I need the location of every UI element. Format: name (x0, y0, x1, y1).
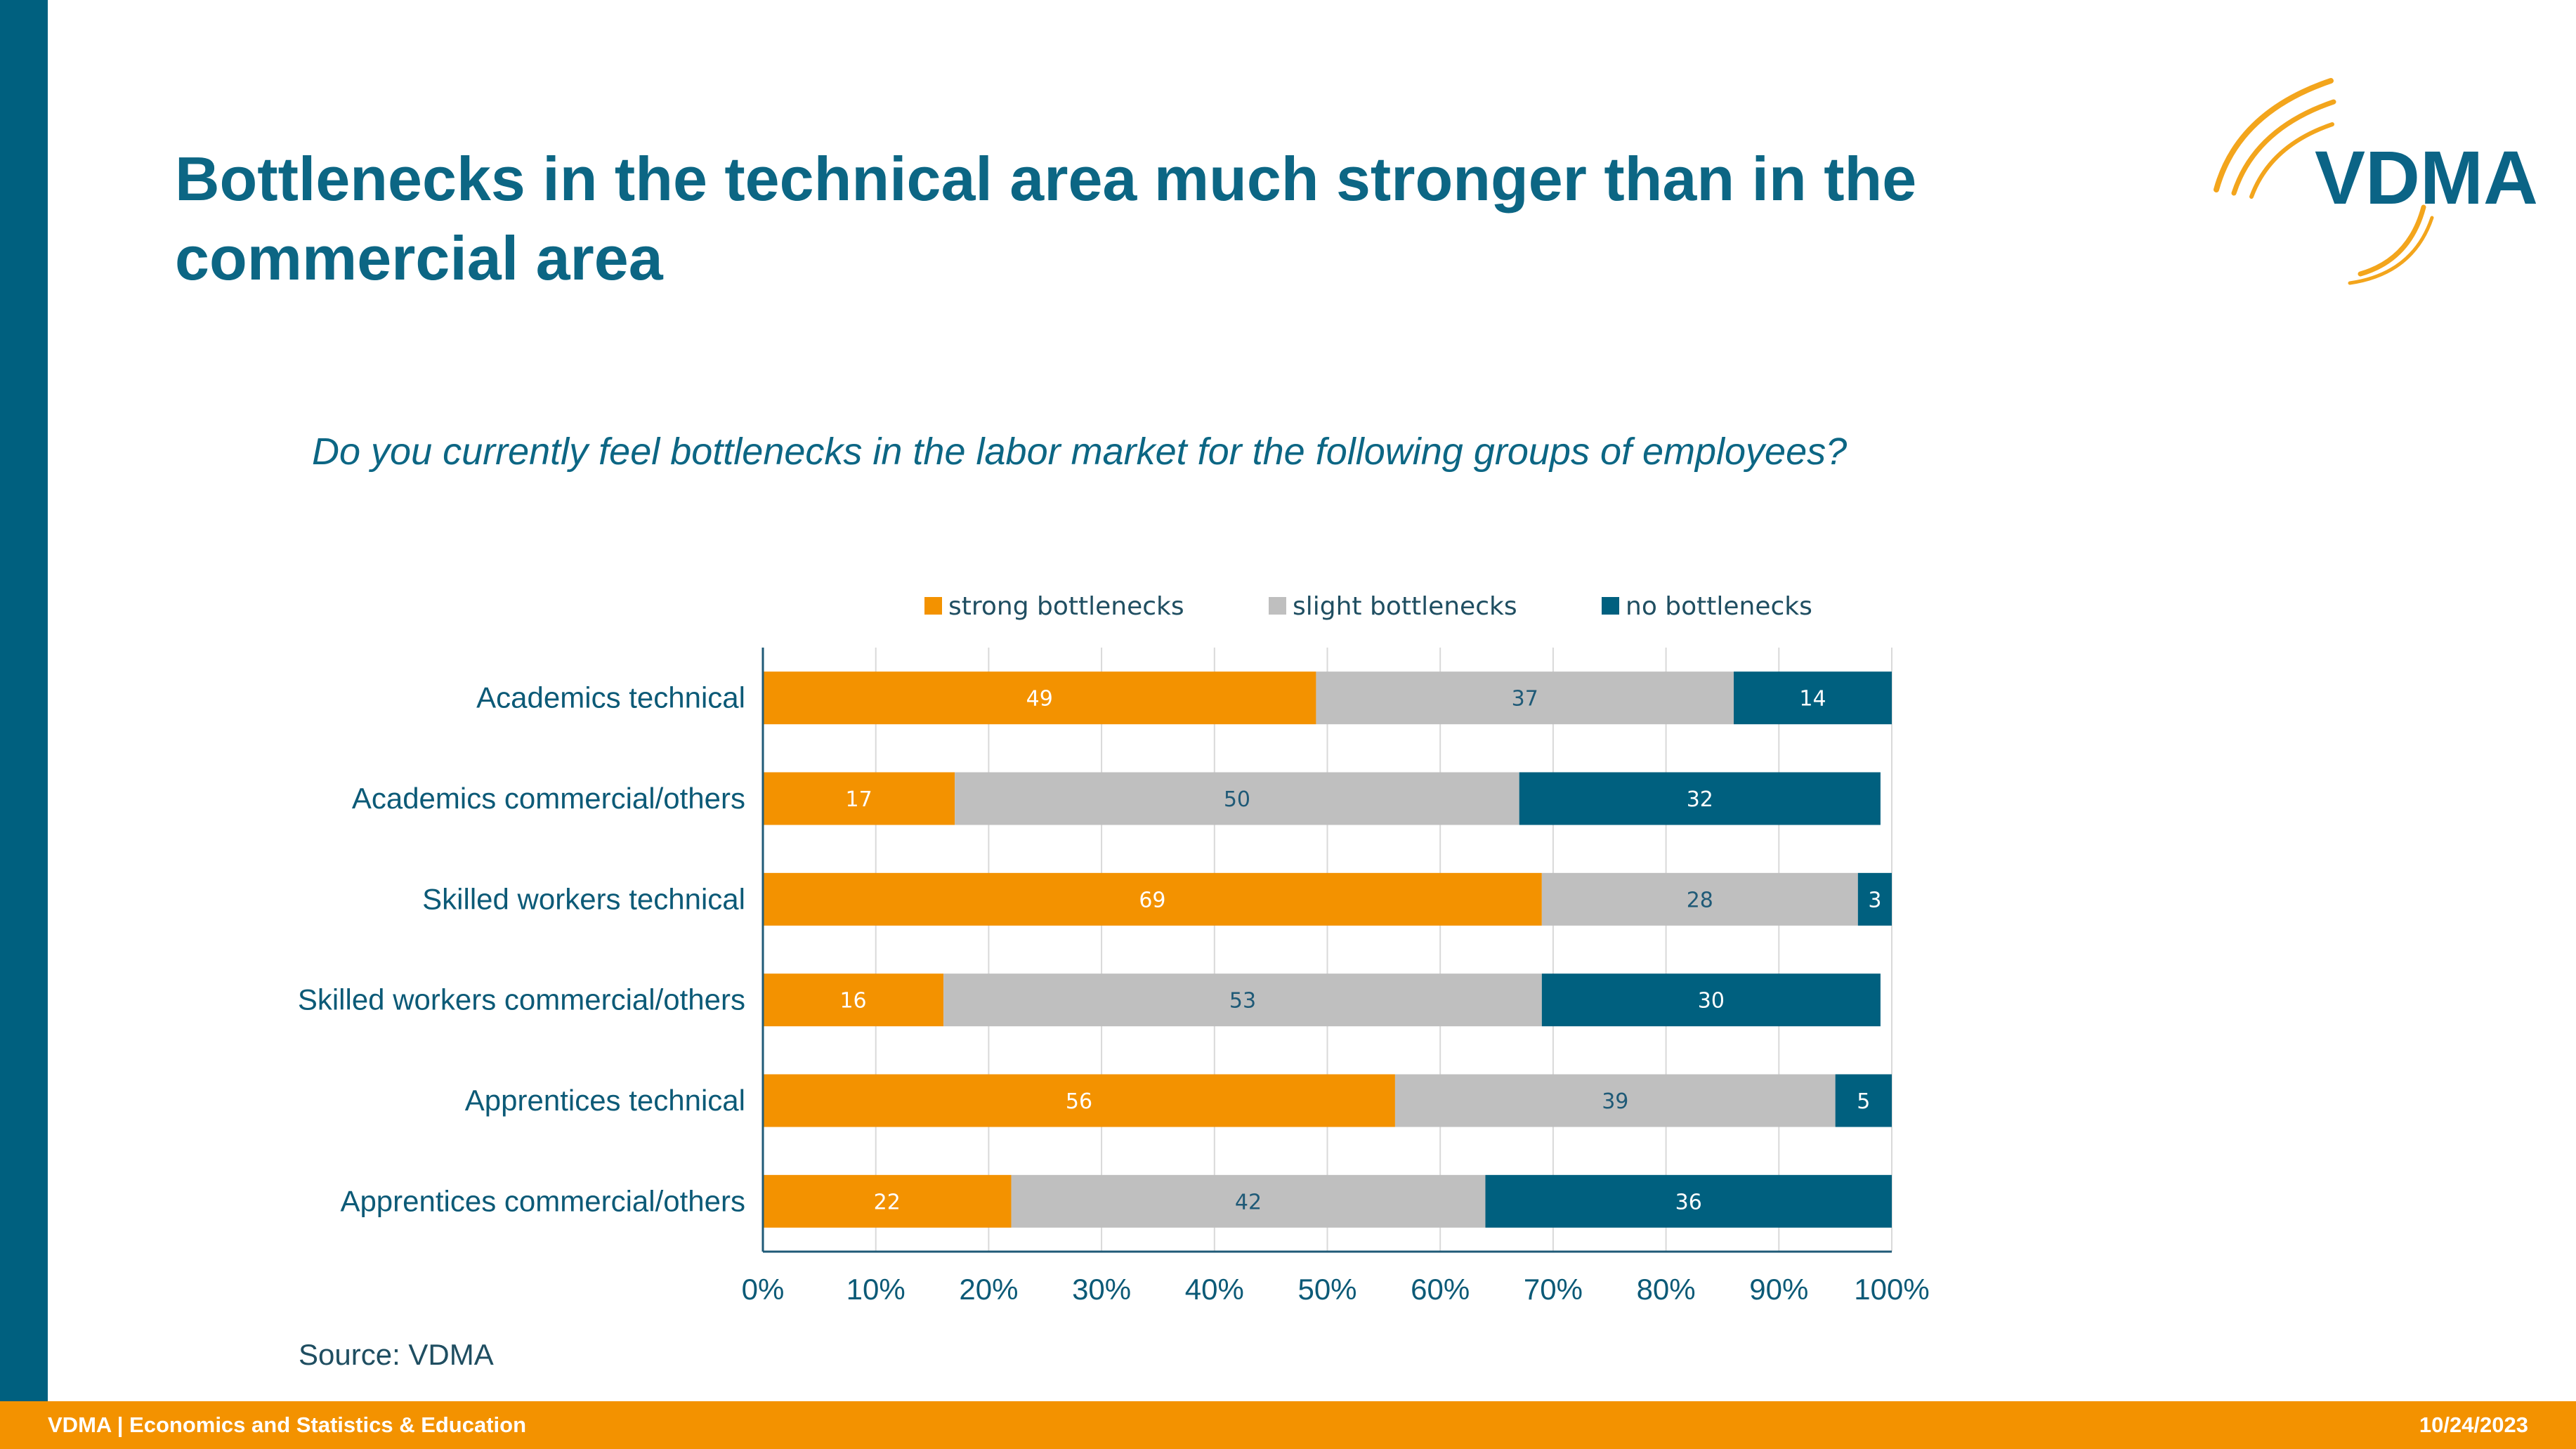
footer-organization: VDMA | Economics and Statistics & Educat… (48, 1412, 527, 1437)
source-note: Source: VDMA (299, 1338, 494, 1371)
bar-segment (1316, 671, 1734, 725)
bar-segment (1394, 1074, 1836, 1127)
data-label: 30 (1698, 989, 1725, 1014)
category-label: Apprentices technical (465, 1084, 745, 1117)
bar-segment (763, 671, 1316, 725)
bar-segment (1835, 1074, 1892, 1127)
slide-title: Bottlenecks in the technical area much s… (175, 144, 1917, 293)
legend-swatch (1269, 597, 1286, 615)
data-label: 39 (1602, 1089, 1628, 1114)
bar-segment (955, 772, 1519, 825)
bar-segment (1857, 872, 1892, 926)
bar-segment (1541, 973, 1881, 1027)
bar-segment (763, 772, 955, 825)
legend-swatch (1602, 597, 1619, 615)
data-label: 42 (1235, 1190, 1262, 1214)
bar-segment (1485, 1174, 1892, 1228)
legend-label: no bottlenecks (1626, 592, 1812, 621)
x-tick-label: 30% (1072, 1273, 1131, 1306)
bar-segment (763, 1174, 1012, 1228)
data-label: 22 (874, 1190, 901, 1214)
chart-question: Do you currently feel bottlenecks in the… (312, 431, 1848, 473)
data-label: 50 (1224, 787, 1250, 812)
x-tick-label: 100% (1854, 1273, 1929, 1306)
legend-swatch (924, 597, 942, 615)
x-tick-label: 20% (959, 1273, 1018, 1306)
bar-segment (1541, 872, 1858, 926)
data-label: 32 (1687, 787, 1713, 812)
footer-date: 10/24/2023 (2419, 1412, 2528, 1437)
category-label: Skilled workers technical (422, 882, 745, 915)
data-label: 49 (1026, 687, 1053, 712)
data-label: 17 (846, 787, 872, 812)
x-tick-label: 40% (1185, 1273, 1244, 1306)
bar-segment (1519, 772, 1881, 825)
stacked-bar-chart: 49 37 14 Academics technical 17 50 32 Academics… (298, 592, 1930, 1306)
logo-text: VDMA (2315, 135, 2536, 220)
left-accent-bar (0, 0, 48, 1401)
data-label: 36 (1675, 1190, 1702, 1214)
x-tick-label: 80% (1637, 1273, 1696, 1306)
x-tick-label: 50% (1297, 1273, 1356, 1306)
vdma-logo: VDMA (2214, 78, 2536, 285)
x-tick-label: 10% (846, 1273, 905, 1306)
legend-label: slight bottlenecks (1293, 592, 1517, 621)
bar-segment (1734, 671, 1892, 725)
data-label: 56 (1066, 1089, 1092, 1114)
bar-segment (943, 973, 1542, 1027)
data-label: 14 (1799, 687, 1826, 712)
bar-segment (1011, 1174, 1486, 1228)
category-label: Academics commercial/others (352, 782, 745, 815)
data-label: 37 (1512, 687, 1538, 712)
data-label: 28 (1687, 888, 1713, 912)
x-tick-label: 70% (1524, 1273, 1583, 1306)
bar-segment (763, 973, 944, 1027)
data-label: 5 (1857, 1089, 1870, 1114)
category-label: Apprentices commercial/others (340, 1184, 745, 1217)
x-tick-label: 60% (1411, 1273, 1470, 1306)
legend-label: strong bottlenecks (948, 592, 1184, 621)
data-label: 69 (1139, 888, 1165, 912)
x-tick-label: 0% (742, 1273, 785, 1306)
bar-segment (763, 872, 1542, 926)
data-label: 16 (839, 989, 866, 1014)
category-label: Academics technical (476, 681, 745, 714)
bar-segment (763, 1074, 1395, 1127)
data-label: 53 (1229, 989, 1256, 1014)
category-label: Skilled workers commercial/others (298, 983, 745, 1016)
x-tick-label: 90% (1749, 1273, 1808, 1306)
footer-bar: VDMA | Economics and Statistics & Educat… (0, 1401, 2576, 1449)
data-label: 3 (1868, 888, 1881, 912)
